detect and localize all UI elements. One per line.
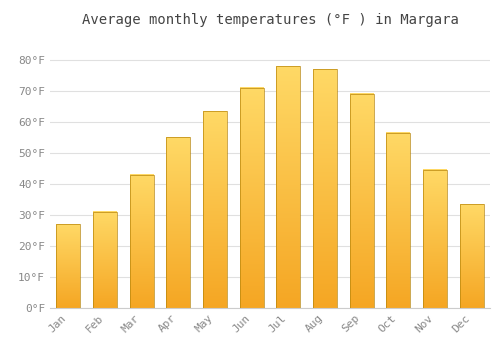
Bar <box>93 212 117 308</box>
Bar <box>130 175 154 308</box>
Bar <box>350 94 374 308</box>
Bar <box>313 69 337 308</box>
Bar <box>240 88 264 308</box>
Bar <box>276 66 300 308</box>
Title: Average monthly temperatures (°F ) in Margara: Average monthly temperatures (°F ) in Ma… <box>82 13 458 27</box>
Bar <box>203 111 227 308</box>
Bar <box>423 170 447 308</box>
Bar <box>386 133 410 308</box>
Bar <box>56 224 80 308</box>
Bar <box>166 137 190 308</box>
Bar <box>460 204 483 308</box>
